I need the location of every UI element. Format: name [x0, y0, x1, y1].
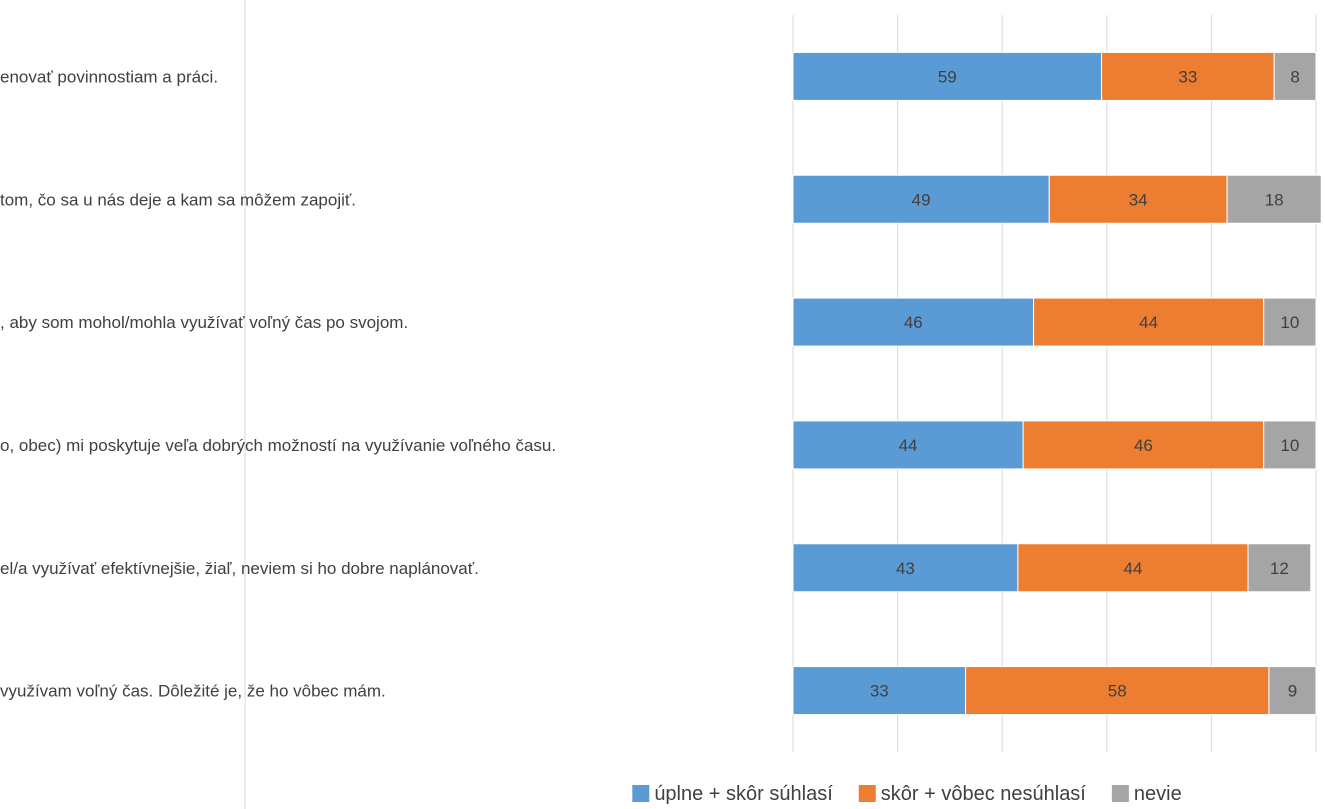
- data-label: 10: [1280, 313, 1299, 332]
- data-label: 44: [1123, 559, 1142, 578]
- legend-item: úplne + skôr súhlasí: [632, 783, 833, 805]
- data-label: 33: [870, 682, 889, 701]
- legend: úplne + skôr súhlasí skôr + vôbec nesúhla…: [632, 783, 1182, 805]
- bar-segment: [1048, 174, 1228, 224]
- bar-segment: [1022, 420, 1265, 470]
- bar-segment: [1101, 51, 1275, 101]
- data-label: 12: [1270, 559, 1289, 578]
- legend-label: úplne + skôr súhlasí: [654, 783, 833, 805]
- data-label: 44: [1139, 313, 1158, 332]
- bar-segment: [792, 666, 967, 716]
- bar-segment: [792, 174, 1050, 224]
- bar-segment: [965, 666, 1270, 716]
- legend-swatch: [1111, 785, 1129, 802]
- legend-label: nevie: [1134, 783, 1182, 805]
- category-labels: enovať povinnostiam a práci. tom, čo sa u…: [0, 67, 556, 700]
- data-label: 49: [912, 190, 931, 209]
- bar-segment: [1017, 543, 1249, 593]
- category-label: enovať povinnostiam a práci.: [0, 67, 218, 86]
- data-label: 44: [899, 436, 918, 455]
- category-label: tom, čo sa u nás deje a kam sa môžem zap…: [0, 190, 356, 209]
- category-label: o, obec) mi poskytuje veľa dobrých možno…: [0, 436, 556, 455]
- bar-segment: [1268, 666, 1317, 716]
- data-label: 43: [896, 559, 915, 578]
- bar-segment: [1273, 51, 1317, 101]
- bars: 59 33 8 49 34 18 46 44 10 44 46 10 43 44 12 33 58 9: [792, 51, 1322, 716]
- data-label: 10: [1280, 436, 1299, 455]
- data-label: 18: [1265, 190, 1284, 209]
- legend-item: nevie: [1111, 783, 1182, 805]
- bar-segment: [1263, 297, 1317, 347]
- category-label: využívam voľný čas. Dôležité je, že ho v…: [0, 682, 386, 701]
- data-label: 46: [1134, 436, 1153, 455]
- data-label: 33: [1178, 67, 1197, 86]
- legend-item: skôr + vôbec nesúhlasí: [858, 783, 1087, 805]
- data-label: 9: [1288, 682, 1297, 701]
- category-label: , aby som mohol/mohla využívať voľný čas…: [0, 313, 408, 332]
- category-label: el/a využívať efektívnejšie, žiaľ, nevie…: [0, 559, 479, 578]
- legend-label: skôr + vôbec nesúhlasí: [881, 783, 1087, 805]
- data-label: 8: [1290, 67, 1299, 86]
- bar-segment: [792, 51, 1103, 101]
- data-label: 59: [938, 67, 957, 86]
- legend-swatch: [858, 785, 876, 802]
- data-label: 58: [1108, 682, 1127, 701]
- bar-segment: [1263, 420, 1317, 470]
- bar-segment: [1247, 543, 1312, 593]
- bar-segment: [792, 543, 1019, 593]
- bar-segment: [1226, 174, 1322, 224]
- data-label: 34: [1129, 190, 1148, 209]
- data-label: 46: [904, 313, 923, 332]
- gridlines: [792, 15, 1317, 752]
- legend-swatch: [632, 785, 650, 802]
